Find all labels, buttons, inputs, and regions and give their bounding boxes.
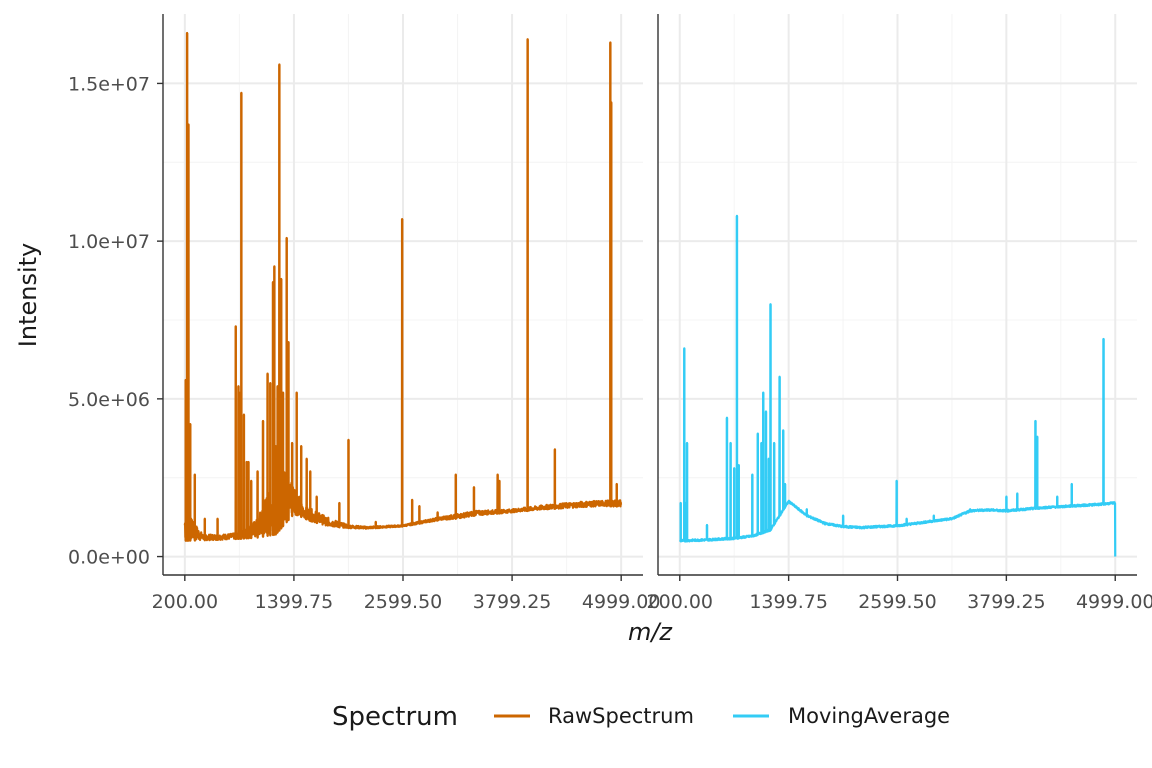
panel-raw-spectrum: 200.00 1399.75 2599.50 3799.25 4999.00 xyxy=(152,14,661,613)
legend-label-movingaverage: MovingAverage xyxy=(788,704,950,728)
x-tick-label: 4999.00 xyxy=(1076,591,1152,613)
series-line-rawspectrum xyxy=(183,31,623,542)
x-tick-label: 1399.75 xyxy=(749,591,828,613)
x-tick-label: 1399.75 xyxy=(255,591,334,613)
x-tick-label: 4999.00 xyxy=(582,591,661,613)
y-tick-label: 5.0e+06 xyxy=(68,389,150,411)
x-tick-label: 200.00 xyxy=(647,591,713,613)
legend-title: Spectrum xyxy=(332,702,458,732)
series-line-movingaverage xyxy=(678,214,1117,557)
y-tick-label: 1.5e+07 xyxy=(68,73,150,95)
legend-label-rawspectrum: RawSpectrum xyxy=(548,704,694,728)
x-tick-label: 3799.25 xyxy=(967,591,1046,613)
x-tick-label: 3799.25 xyxy=(473,591,552,613)
x-tick-label: 200.00 xyxy=(152,591,218,613)
y-tick-label: 1.0e+07 xyxy=(68,231,150,253)
panel-moving-average: 200.00 1399.75 2599.50 3799.25 4999.00 xyxy=(647,14,1152,613)
y-tick-label: 0.0e+00 xyxy=(68,547,150,569)
y-axis: 0.0e+00 5.0e+06 1.0e+07 1.5e+07 xyxy=(68,73,163,569)
x-tick-label: 2599.50 xyxy=(364,591,443,613)
y-axis-title: Intensity xyxy=(14,243,42,347)
legend: Spectrum RawSpectrum MovingAverage xyxy=(332,702,950,732)
x-axis-title: m/z xyxy=(628,618,673,646)
x-tick-label: 2599.50 xyxy=(858,591,937,613)
